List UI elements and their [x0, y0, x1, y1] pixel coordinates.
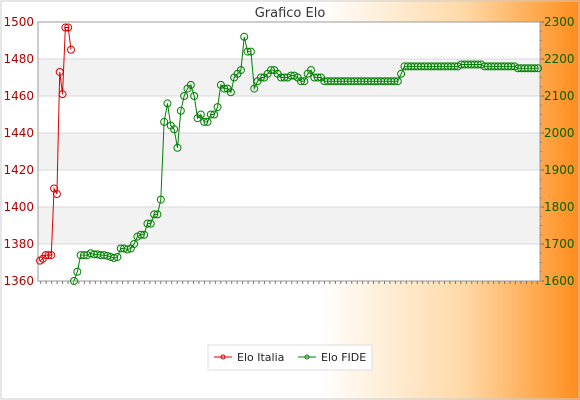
- left-y-tick-label: 1460: [3, 89, 34, 103]
- elo-fide-point: [397, 69, 406, 78]
- plot-band: [38, 207, 540, 244]
- elo-italia-point: [64, 23, 73, 32]
- plot-band: [38, 133, 540, 170]
- elo-italia-point: [41, 251, 50, 260]
- elo-fide-point: [243, 47, 252, 56]
- chart-title: Grafico Elo: [255, 6, 326, 21]
- right-y-tick-label: 2000: [544, 126, 575, 140]
- right-y-tick-label: 1800: [544, 200, 575, 214]
- elo-fide-point: [130, 240, 139, 248]
- elo-fide-point: [136, 230, 145, 239]
- elo-fide-point: [300, 77, 309, 86]
- plot-band: [38, 96, 540, 133]
- elo-fide-point: [390, 77, 399, 86]
- elo-fide-point: [140, 230, 149, 239]
- left-y-tick-label: 1500: [3, 15, 34, 29]
- elo-italia-point: [47, 251, 56, 260]
- elo-italia-point: [55, 67, 64, 76]
- elo-fide-point: [170, 125, 179, 134]
- legend: Elo Italia Elo FIDE: [207, 344, 373, 371]
- elo-fide-point: [240, 32, 249, 41]
- elo-fide-point: [266, 66, 275, 75]
- elo-fide-point: [220, 84, 229, 93]
- elo-fide-point: [534, 64, 542, 73]
- elo-fide-point: [200, 117, 209, 126]
- left-y-tick-label: 1420: [3, 163, 34, 177]
- elo-fide-point: [153, 210, 162, 219]
- elo-fide-point: [150, 210, 159, 219]
- elo-fide-point: [110, 254, 119, 263]
- elo-fide-point: [176, 106, 185, 115]
- elo-italia-point: [44, 251, 53, 260]
- elo-fide-point: [296, 77, 305, 86]
- left-y-tick-label: 1360: [3, 274, 34, 288]
- elo-fide-point: [123, 245, 132, 254]
- series-elo-fide: [70, 32, 542, 285]
- elo-fide-point: [203, 117, 212, 126]
- elo-fide-point: [213, 103, 222, 112]
- right-y-tick-label: 1700: [544, 237, 575, 251]
- plot-band: [38, 59, 540, 96]
- elo-fide-point: [163, 99, 172, 108]
- elo-fide-point: [146, 219, 155, 228]
- legend-box: [207, 344, 373, 371]
- elo-fide-point: [210, 110, 219, 119]
- left-y-tick-label: 1480: [3, 52, 34, 66]
- elo-italia-point: [58, 90, 67, 99]
- legend-marker-elo-italia: [220, 354, 226, 360]
- right-y-tick-label: 2200: [544, 52, 575, 66]
- elo-fide-point: [173, 143, 182, 152]
- elo-fide-point: [70, 277, 78, 285]
- elo-fide-point: [256, 73, 265, 82]
- elo-fide-point: [393, 77, 402, 86]
- x-axis: [40, 281, 538, 284]
- legend-label-elo-fide: Elo FIDE: [321, 351, 366, 364]
- elo-fide-point: [246, 47, 255, 56]
- elo-fide-point: [250, 84, 259, 93]
- left-y-tick-label: 1440: [3, 126, 34, 140]
- right-y-tick-label: 1900: [544, 163, 575, 177]
- right-y-axis: 1600 1700 1800 1900 2000 2100 2200 2300: [540, 15, 575, 288]
- elo-fide-point: [226, 88, 235, 97]
- elo-fide-point: [313, 73, 322, 82]
- elo-fide-point: [180, 92, 189, 100]
- right-y-tick-label: 1600: [544, 274, 575, 288]
- elo-fide-point: [143, 219, 152, 228]
- right-y-tick-label: 2100: [544, 89, 575, 103]
- legend-label-elo-italia: Elo Italia: [237, 351, 284, 364]
- elo-fide-point: [530, 64, 539, 73]
- elo-fide-point: [73, 267, 82, 276]
- left-y-axis: 1360 1380 1400 1420 1440 1460 1480 1500: [3, 15, 34, 288]
- left-y-tick-label: 1400: [3, 200, 34, 214]
- elo-fide-point: [196, 110, 205, 119]
- elo-fide-point: [206, 110, 215, 119]
- elo-fide-point: [113, 252, 122, 261]
- plot-bands: [38, 22, 540, 281]
- elo-fide-point: [307, 66, 316, 75]
- plot-band: [38, 22, 540, 59]
- elo-italia-point: [61, 23, 70, 32]
- elo-fide-point: [156, 195, 165, 204]
- elo-fide-point: [186, 80, 195, 89]
- elo-fide-point: [190, 92, 199, 100]
- elo-fide-point: [160, 117, 169, 126]
- left-y-tick-label: 1380: [3, 237, 34, 251]
- legend-marker-elo-fide: [304, 354, 310, 360]
- right-y-tick-label: 2300: [544, 15, 575, 29]
- elo-italia-point: [52, 190, 61, 199]
- elo-italia-point: [67, 45, 75, 54]
- elo-fide-point: [236, 66, 245, 75]
- plot-band: [38, 244, 540, 281]
- plot-band: [38, 170, 540, 207]
- series-elo-italia: [36, 23, 75, 265]
